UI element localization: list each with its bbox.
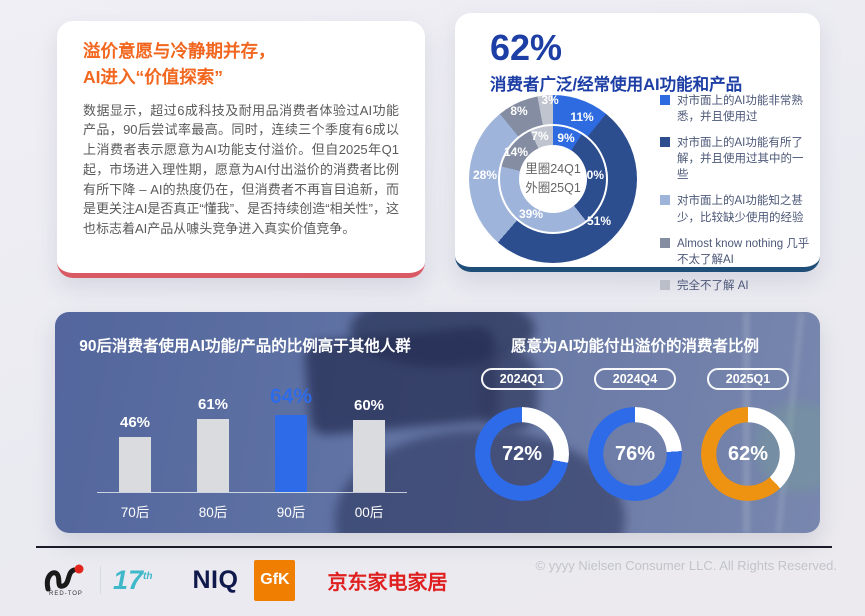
donut-center-label: 里圈24Q1 外圈25Q1 [519, 145, 587, 213]
legend-swatch-icon [660, 237, 670, 248]
legend-label: Almost know nothing 几乎不太了解AI [677, 237, 810, 266]
bar [275, 415, 307, 492]
donut-segment-value: 3% [541, 93, 559, 107]
insight-title-line2: AI进入“价值探索” [83, 67, 223, 88]
legend-label: 对市面上的AI功能非常熟悉，并且使用过 [677, 95, 803, 124]
donut-segment-value: 51% [586, 214, 612, 228]
bar-value-label: 46% [119, 413, 151, 431]
seventeen-text: 17 [113, 564, 144, 595]
donut-segment-value: 9% [557, 131, 575, 145]
gauge-column: 2024Q1 72% [470, 368, 574, 501]
gauge-section-title: 愿意为AI功能付出溢价的消费者比例 [510, 338, 759, 355]
bar-value-label: 64% [269, 385, 313, 409]
donut-segment-value: 39% [518, 207, 544, 221]
gauge-donut: 62% [701, 407, 795, 501]
red-top-swoosh-icon [44, 564, 84, 592]
legend-swatch-icon [660, 279, 670, 290]
bar-category-label: 80后 [198, 505, 228, 520]
donut-segment-value: 14% [503, 145, 529, 159]
donut-segment-value: 30% [579, 168, 605, 182]
usage-subtitle: 消费者广泛/经常使用AI功能和产品 [490, 75, 743, 94]
legend-label: 完全不了解 AI [677, 279, 749, 292]
bar-category-labels: 70后 80后 90后 00后 [97, 501, 407, 521]
donut-legend: 对市面上的AI功能非常熟悉，并且使用过对市面上的AI功能有所了解，并且使用过其中… [660, 93, 812, 304]
donut-center-line1: 里圈24Q1 [525, 162, 581, 177]
legend-item: 对市面上的AI功能知之甚少，比较缺少使用的经验 [660, 193, 812, 225]
bar-category-label: 00后 [354, 505, 384, 520]
red-top-award-logo: RED-TOP [42, 563, 90, 597]
usage-headline: 62% [490, 27, 563, 68]
bottom-panel: 90后消费者使用AI功能/产品的比例高于其他人群 46% 61% 64% 60% 70… [55, 312, 820, 533]
legend-label: 对市面上的AI功能有所了解，并且使用过其中的一些 [677, 137, 804, 182]
gauge-value-label: 76% [614, 442, 656, 465]
legend-item: Almost know nothing 几乎不太了解AI [660, 236, 812, 268]
legend-swatch-icon [660, 195, 670, 206]
footer-logos: RED-TOP 17th NIQ GfK 京东家电家居 [42, 556, 447, 604]
usage-card: 62% 消费者广泛/经常使用AI功能和产品 里圈24Q1 外圈25Q1 11% 5… [455, 13, 820, 292]
seventeenth-logo: 17th [113, 565, 153, 596]
double-donut-chart: 里圈24Q1 外圈25Q1 11% 51% 28% 8% 3% 9% 30% 39% 14% 7% [469, 93, 637, 263]
gauge-value-label: 72% [501, 442, 543, 465]
logo-separator [100, 566, 101, 594]
bar [197, 418, 229, 492]
insight-card: 溢价意愿与冷静期并存， AI进入“价值探索” 数据显示，超过6成科技及耐用品消费… [57, 21, 425, 278]
bar-columns: 46% 61% 64% 60% [97, 360, 407, 492]
bar-category-label: 70后 [120, 505, 150, 520]
jd-home-logo: 京东家电家居 [327, 571, 448, 594]
insight-card-title: 溢价意愿与冷静期并存， AI进入“价值探索” [83, 38, 399, 91]
bar-chart-baseline [97, 492, 407, 493]
red-top-label: RED-TOP [49, 591, 83, 597]
donut-center-line2: 外圈25Q1 [525, 181, 581, 195]
gauge-ring [588, 407, 682, 501]
gauge-donut: 72% [475, 407, 569, 501]
bar-category-label: 90后 [276, 505, 306, 520]
bar-column: 64% [261, 385, 321, 492]
legend-item: 对市面上的AI功能有所了解，并且使用过其中的一些 [660, 135, 812, 183]
bar-column: 60% [339, 397, 399, 492]
gauge-ring [475, 407, 569, 501]
gauge-quarter-pill: 2025Q1 [706, 368, 790, 390]
insight-card-body: 数据显示，超过6成科技及耐用品消费者体验过AI功能产品，90后尝试率最高。同时，… [83, 102, 399, 237]
bar-chart-title: 90后消费者使用AI功能/产品的比例高于其他人群 [79, 338, 411, 355]
bar [353, 420, 385, 492]
premium-gauge-group: 2024Q1 72% 2024Q4 76% 2025Q1 62% [470, 368, 800, 501]
generation-bar-chart: 46% 61% 64% 60% 70后 80后 90后 00后 [97, 360, 407, 521]
gauge-ring [701, 407, 795, 501]
niq-logo: NIQ [192, 565, 239, 594]
donut-segment-value: 28% [472, 168, 498, 182]
donut-segment-value: 7% [531, 129, 549, 143]
gauge-quarter-pill: 2024Q1 [480, 368, 564, 390]
bar-value-label: 61% [197, 395, 229, 413]
insight-title-line1: 溢价意愿与冷静期并存， [83, 41, 276, 61]
legend-swatch-icon [660, 137, 670, 148]
gfk-logo: GfK [254, 559, 296, 601]
legend-item: 完全不了解 AI [660, 278, 812, 294]
footer-divider [36, 546, 832, 548]
legend-label: 对市面上的AI功能知之甚少，比较缺少使用的经验 [677, 195, 804, 224]
legend-item: 对市面上的AI功能非常熟悉，并且使用过 [660, 93, 812, 125]
legend-swatch-icon [660, 95, 670, 105]
bar [119, 436, 151, 492]
copyright-text: © yyyy Nielsen Consumer LLC. All Rights … [535, 558, 837, 573]
donut-segment-value: 11% [570, 110, 594, 124]
gauge-value-label: 62% [727, 442, 769, 465]
bar-column: 61% [183, 396, 243, 492]
seventeen-sup: th [143, 570, 153, 582]
bar-value-label: 60% [353, 397, 385, 414]
gauge-quarter-pill: 2024Q4 [593, 368, 677, 390]
bar-column: 46% [105, 414, 165, 492]
gauge-column: 2024Q4 76% [583, 368, 687, 501]
donut-segment-value: 8% [510, 104, 528, 118]
gauge-column: 2025Q1 62% [696, 368, 800, 501]
gauge-donut: 76% [588, 407, 682, 501]
